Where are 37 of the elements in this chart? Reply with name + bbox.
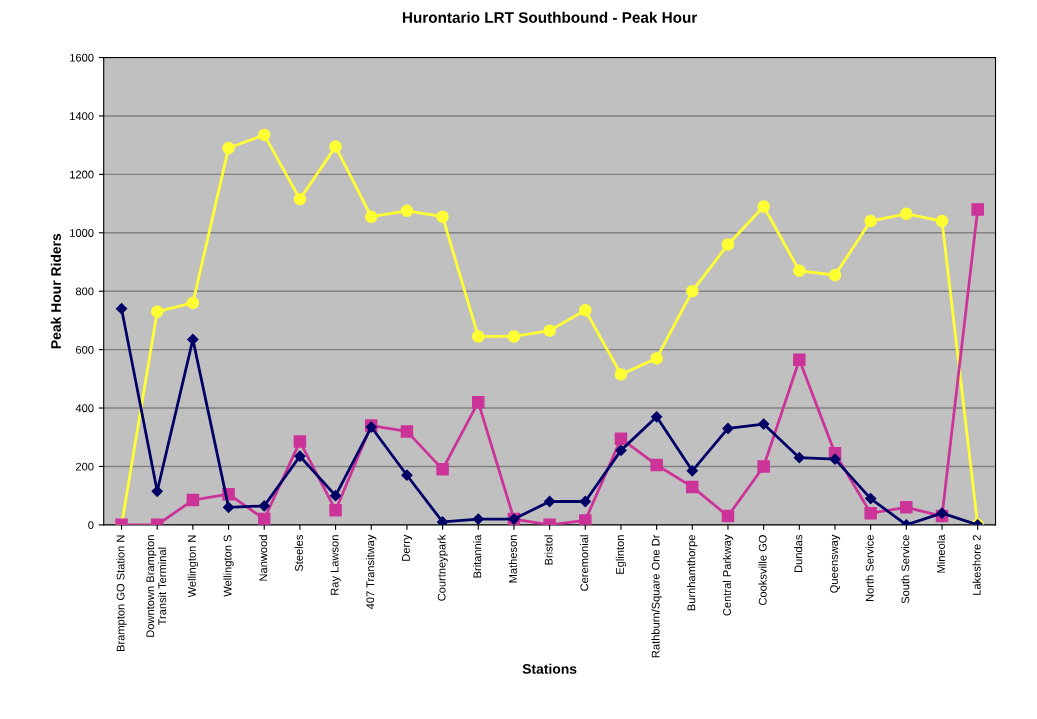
x-tick-label: Wellington S	[223, 535, 234, 597]
x-tick-label: Matheson	[508, 535, 517, 583]
x-axis-title: Stations	[522, 663, 577, 674]
x-tick-label: Cooksville GO	[758, 535, 767, 606]
x-tick-label: Central Parkway	[722, 534, 734, 616]
y-tick-label: 1000	[70, 229, 94, 237]
x-tick-label: Burnhamthorpe	[687, 535, 698, 611]
y-tick-label: 1400	[70, 112, 94, 121]
y-tick-label: 600	[76, 345, 94, 354]
x-tick-label: Wellington N	[187, 535, 199, 598]
x-tick-label: 407 Transitway	[366, 534, 377, 610]
y-tick-label: 200	[76, 462, 94, 471]
y-axis-title: Peak Hour Riders	[50, 233, 61, 349]
x-tick-label: Derry	[402, 534, 413, 561]
x-tick-label: Downtown Brampton Transit Terminal	[146, 535, 167, 637]
x-tick-label: Steeles	[294, 534, 303, 572]
x-tick-label: North Service	[865, 535, 874, 601]
x-tick-label: Lakeshore 2	[972, 535, 981, 595]
y-tick-label: 1200	[70, 170, 94, 179]
x-tick-label: Mineola	[936, 534, 945, 573]
x-tick-label: Queensway	[830, 534, 841, 593]
x-tick-label: Courtneypark	[437, 534, 448, 601]
x-tick-label: Dundas	[794, 534, 803, 572]
x-tick-label: Britannia	[473, 534, 482, 578]
chart-title: Hurontario LRT Southbound - Peak Hour	[402, 11, 698, 23]
x-tick-label: Eglinton	[615, 535, 627, 574]
y-tick-label: 800	[75, 287, 94, 296]
x-tick-label: Nanwood	[259, 535, 268, 581]
x-tick-label: Ray Lawson	[330, 535, 341, 595]
x-tick-label: Bristol	[544, 535, 553, 565]
y-tick-label: 0	[88, 521, 94, 530]
x-tick-label: Brampton GO Station N	[116, 535, 127, 652]
y-tick-label: 400	[75, 404, 94, 413]
y-tick-label: 1600	[70, 53, 94, 62]
x-tick-label: Rathburn/Square One Dr	[651, 534, 662, 658]
x-tick-label: Ceremonial	[580, 535, 589, 591]
x-tick-label: South Service	[901, 535, 910, 604]
